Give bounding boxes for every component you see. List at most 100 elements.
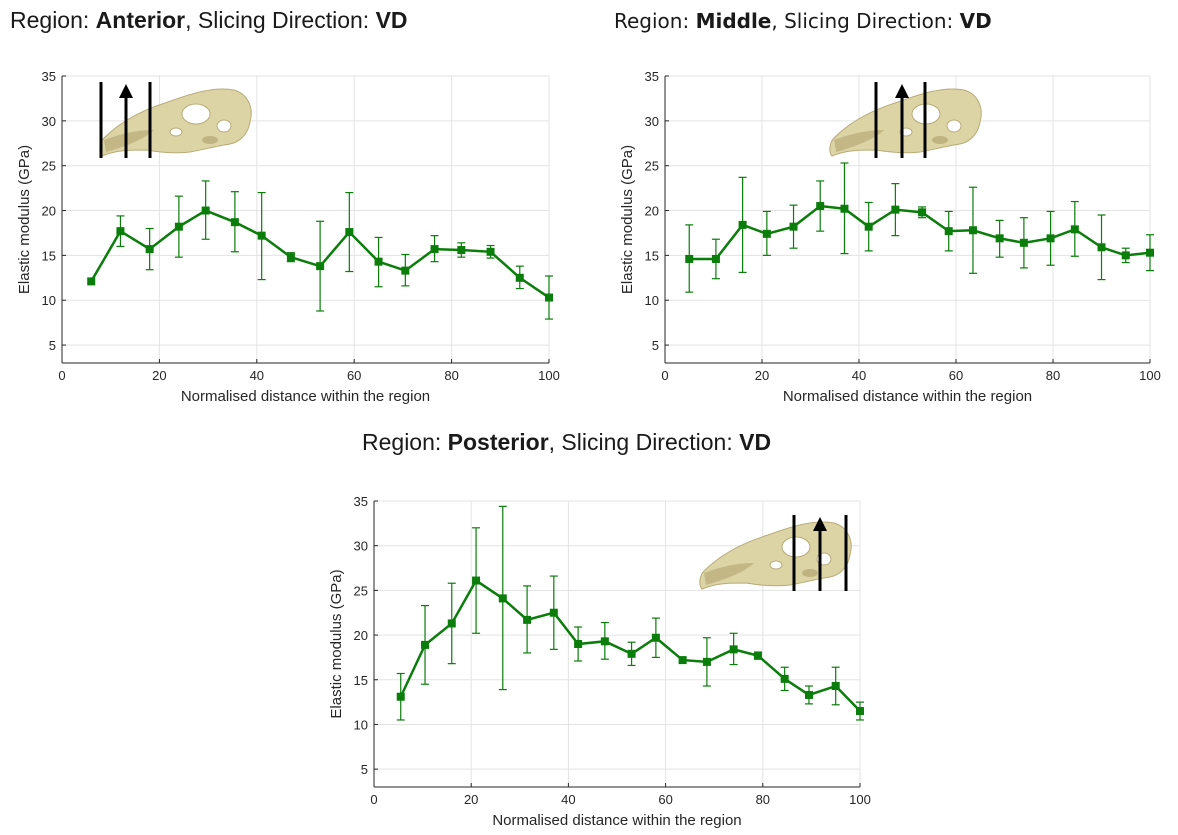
data-point	[515, 273, 524, 282]
chart-middle: 0 20 40 60 80 100 5 10 15 20 25 30 35 Normalised dist…	[619, 69, 1161, 405]
y-tick-label: 25	[354, 583, 368, 598]
data-point	[918, 208, 927, 217]
data-point	[702, 657, 711, 666]
data-point	[174, 222, 183, 231]
data-point	[651, 633, 660, 642]
skull-fenestra	[946, 119, 962, 133]
y-tick-label: 20	[354, 628, 368, 643]
y-axis-label: Elastic modulus (GPa)	[619, 145, 636, 294]
x-tick-label: 20	[464, 792, 478, 807]
chart-anterior: 0 20 40 60 80 100 5 10 15 20 25 30 35 Normalised dist…	[16, 69, 560, 405]
chart-title-anterior: Region: Anterior, Slicing Direction: VD	[10, 7, 408, 33]
x-tick-label: 20	[755, 368, 769, 383]
data-point	[201, 206, 210, 215]
x-tick-label: 60	[347, 368, 361, 383]
y-tick-label: 25	[42, 159, 56, 174]
x-tick-label: 0	[58, 368, 65, 383]
y-tick-label: 35	[354, 494, 368, 509]
data-point	[116, 227, 125, 236]
data-point	[1121, 251, 1130, 260]
y-tick-label: 10	[645, 293, 659, 308]
y-tick-label: 30	[645, 114, 659, 129]
data-point	[780, 674, 789, 683]
data-point	[627, 649, 636, 658]
data-point	[729, 645, 738, 654]
skull-opening	[769, 560, 783, 570]
data-point	[574, 640, 583, 648]
x-tick-label: 40	[561, 792, 575, 807]
skull-icon	[829, 88, 982, 157]
data-point	[498, 594, 507, 603]
data-point	[545, 293, 553, 302]
x-tick-label: 80	[1046, 368, 1060, 383]
chart-posterior: 0 20 40 60 80 100 5 10 15 20 25 30 35 Normalised dist…	[328, 494, 871, 829]
data-point	[944, 227, 953, 236]
x-tick-label: 80	[444, 368, 458, 383]
data-point	[856, 707, 864, 716]
y-tick-label: 25	[645, 159, 659, 174]
data-point	[600, 637, 609, 646]
y-tick-label: 5	[49, 338, 56, 353]
data-point	[257, 231, 266, 240]
data-point	[678, 656, 687, 665]
data-point	[968, 226, 977, 235]
y-tick-label: 30	[42, 114, 56, 129]
data-point	[396, 692, 405, 701]
skull-icon	[99, 88, 252, 157]
data-point	[401, 266, 410, 275]
x-tick-label: 100	[538, 368, 560, 383]
data-point	[1070, 225, 1079, 234]
data-point	[486, 247, 495, 256]
y-tick-label: 35	[645, 69, 659, 84]
y-axis-label: Elastic modulus (GPa)	[328, 569, 345, 718]
skull-icon	[699, 521, 852, 590]
data-point	[286, 253, 295, 262]
y-tick-label: 10	[42, 293, 56, 308]
data-point	[804, 690, 813, 699]
x-tick-label: 60	[949, 368, 963, 383]
skull-orbit	[781, 536, 811, 558]
data-point	[523, 615, 532, 624]
data-point	[711, 254, 720, 263]
x-tick-label: 0	[370, 792, 377, 807]
data-point	[816, 202, 825, 211]
y-tick-label: 15	[354, 673, 368, 688]
y-tick-label: 15	[645, 248, 659, 263]
data-point	[230, 218, 239, 227]
skull-beak-shadow	[704, 563, 754, 585]
data-point	[374, 257, 383, 266]
data-point	[421, 640, 430, 649]
data-point	[685, 254, 694, 263]
skull-beak-shadow	[104, 130, 154, 152]
x-tick-label: 100	[1139, 368, 1161, 383]
x-tick-label: 100	[849, 792, 871, 807]
y-tick-label: 15	[42, 248, 56, 263]
data-point	[145, 245, 154, 254]
data-point	[753, 651, 762, 660]
data-point	[1019, 238, 1028, 247]
chart-title-posterior: Region: Posterior, Slicing Direction: VD	[362, 429, 772, 455]
skull-opening	[169, 127, 183, 137]
skull-orbit	[181, 103, 211, 125]
data-point	[864, 222, 873, 231]
y-tick-label: 20	[645, 204, 659, 219]
skull-jaw-shade	[932, 136, 948, 144]
skull-jaw-shade	[802, 569, 818, 577]
x-tick-label: 40	[852, 368, 866, 383]
data-point	[762, 229, 771, 238]
data-point	[457, 245, 466, 254]
data-point	[738, 220, 747, 229]
data-point	[1046, 234, 1055, 243]
data-point	[1146, 248, 1154, 257]
data-point	[995, 234, 1004, 243]
data-point	[447, 619, 456, 628]
data-point	[840, 204, 849, 213]
chart-title-middle: Region: Middle, Slicing Direction: VD	[614, 9, 992, 33]
x-tick-label: 20	[152, 368, 166, 383]
data-point	[316, 262, 325, 271]
y-axis-label: Elastic modulus (GPa)	[16, 145, 33, 294]
x-axis-label: Normalised distance within the region	[181, 388, 430, 405]
up-arrow-head-icon	[813, 517, 827, 531]
skull-fenestra	[216, 119, 232, 133]
